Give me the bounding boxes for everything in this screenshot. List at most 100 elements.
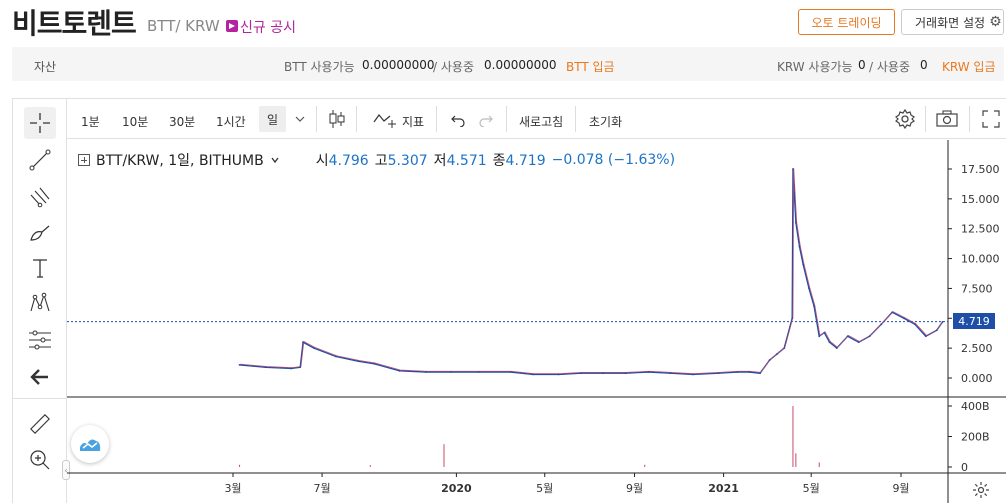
asset-bar: [12, 47, 1004, 81]
price-point: [373, 362, 375, 365]
indicators-label[interactable]: 지표: [402, 115, 425, 129]
price-tick-label: 12.500: [961, 223, 1000, 236]
krw-in-use-label: / 사용중: [869, 60, 910, 74]
legend-close-label: 종: [492, 153, 506, 169]
time-tick-label: 9월: [892, 482, 909, 495]
price-point: [478, 371, 480, 373]
auto-trading-button[interactable]: 오토 트레이딩: [798, 9, 895, 35]
tool-divider: [12, 398, 67, 399]
price-point: [748, 371, 751, 373]
interval-30m[interactable]: 30분: [169, 115, 196, 129]
drawing-toolbar: [12, 99, 67, 503]
price-point: [313, 347, 315, 350]
price-point: [357, 360, 360, 363]
price-point: [868, 335, 871, 338]
time-tick-label: 7월: [314, 482, 331, 495]
pattern-tool-icon[interactable]: [24, 287, 56, 319]
price-point: [783, 347, 786, 350]
krw-deposit-link[interactable]: KRW 입금: [942, 60, 996, 74]
magnet-tool-icon[interactable]: [24, 488, 56, 503]
refresh-button[interactable]: 새로고침: [519, 115, 564, 129]
notice-icon[interactable]: [226, 20, 238, 32]
price-tick-label: 2.500: [961, 342, 993, 355]
price-point: [557, 373, 560, 376]
interval-1h[interactable]: 1시간: [216, 115, 246, 129]
interval-1m[interactable]: 1분: [81, 115, 100, 129]
price-point: [846, 335, 849, 338]
candlestick-icon[interactable]: [327, 108, 347, 134]
price-point: [880, 323, 883, 326]
price-series-line-overlay: [240, 168, 944, 374]
undo-icon[interactable]: [450, 112, 466, 131]
krw-available-value: 0: [858, 58, 866, 72]
price-point: [808, 287, 810, 290]
price-point: [768, 359, 771, 361]
zoom-in-icon[interactable]: [24, 444, 56, 476]
arrow-left-icon[interactable]: [24, 361, 56, 393]
tradingview-logo-icon[interactable]: [71, 425, 109, 463]
chevron-down-icon[interactable]: [270, 155, 280, 165]
interval-day[interactable]: 일: [259, 106, 286, 132]
price-point: [828, 341, 831, 344]
price-point: [335, 355, 337, 358]
btt-deposit-link[interactable]: BTT 입금: [566, 60, 615, 74]
text-tool-icon[interactable]: [24, 252, 56, 284]
time-tick-label: 2020: [441, 482, 472, 495]
chart-settings-icon[interactable]: [972, 481, 990, 503]
expand-plus-icon[interactable]: [78, 154, 90, 166]
collapse-toolbar-handle[interactable]: ‹: [62, 460, 70, 480]
interval-10m[interactable]: 10분: [122, 115, 149, 129]
time-tick-label: 9월: [626, 482, 643, 495]
notice-link[interactable]: 신규 공시: [240, 20, 296, 36]
legend-symbol[interactable]: BTT/KRW, 1일, BITHUMB: [96, 153, 264, 169]
trendline-tool-icon[interactable]: [24, 144, 56, 176]
pitchfork-tool-icon[interactable]: [24, 181, 56, 213]
price-point: [669, 372, 672, 375]
settings-icon[interactable]: [894, 108, 916, 134]
crosshair-tool-icon[interactable]: [24, 107, 56, 139]
price-point: [736, 371, 739, 373]
reset-button[interactable]: 초기화: [589, 115, 623, 129]
legend-open-value: 4.796: [328, 153, 369, 169]
legend-change: −0.078 (−1.63%): [551, 152, 676, 168]
time-tick-label: 5월: [536, 482, 553, 495]
price-point: [424, 371, 427, 373]
price-point: [717, 372, 720, 375]
chevron-down-icon[interactable]: [294, 110, 306, 129]
toolbar-divider: [969, 106, 970, 132]
volume-tick-label: 0: [961, 461, 968, 474]
price-point: [794, 221, 797, 224]
coin-title: 비트토렌트: [12, 7, 137, 40]
chart-legend: BTT/KRW, 1일, BITHUMB 시4.796 고5.307 저4.57…: [78, 150, 675, 170]
screen-settings-button[interactable]: 거래화면 설정 ⚙: [901, 9, 1004, 35]
fullscreen-icon[interactable]: [982, 110, 1000, 132]
time-tick-label: 2021: [708, 482, 739, 495]
brush-tool-icon[interactable]: [24, 218, 56, 250]
coin-pair: BTT/ KRW: [147, 17, 220, 35]
price-point: [509, 371, 512, 373]
price-point: [941, 320, 944, 323]
legend-high-value: 5.307: [387, 153, 428, 169]
legend-low-label: 저: [433, 153, 447, 169]
chart-frame: [12, 98, 1006, 503]
price-tick-label: 7.500: [961, 282, 993, 295]
toolbar-divider: [316, 106, 317, 132]
price-point: [264, 366, 267, 369]
price-point: [624, 372, 627, 375]
ruler-tool-icon[interactable]: [24, 408, 56, 440]
price-chart[interactable]: 17.50015.00012.50010.0007.5005.0002.5000…: [67, 140, 1006, 503]
redo-icon[interactable]: [478, 112, 494, 131]
volume-tick-label: 200B: [961, 431, 990, 444]
indicator-icon[interactable]: [372, 110, 398, 134]
camera-icon[interactable]: [935, 110, 959, 132]
price-point: [924, 335, 927, 338]
toolbar-divider: [356, 106, 357, 132]
time-tick-label: 3월: [224, 482, 241, 495]
btt-in-use-label: / 사용중: [433, 60, 474, 74]
price-point: [450, 371, 453, 373]
price-point: [580, 372, 583, 375]
price-tick-label: 17.500: [961, 163, 1000, 176]
prediction-tool-icon[interactable]: [24, 324, 56, 356]
legend-low-value: 4.571: [446, 153, 487, 169]
price-point: [299, 366, 302, 369]
